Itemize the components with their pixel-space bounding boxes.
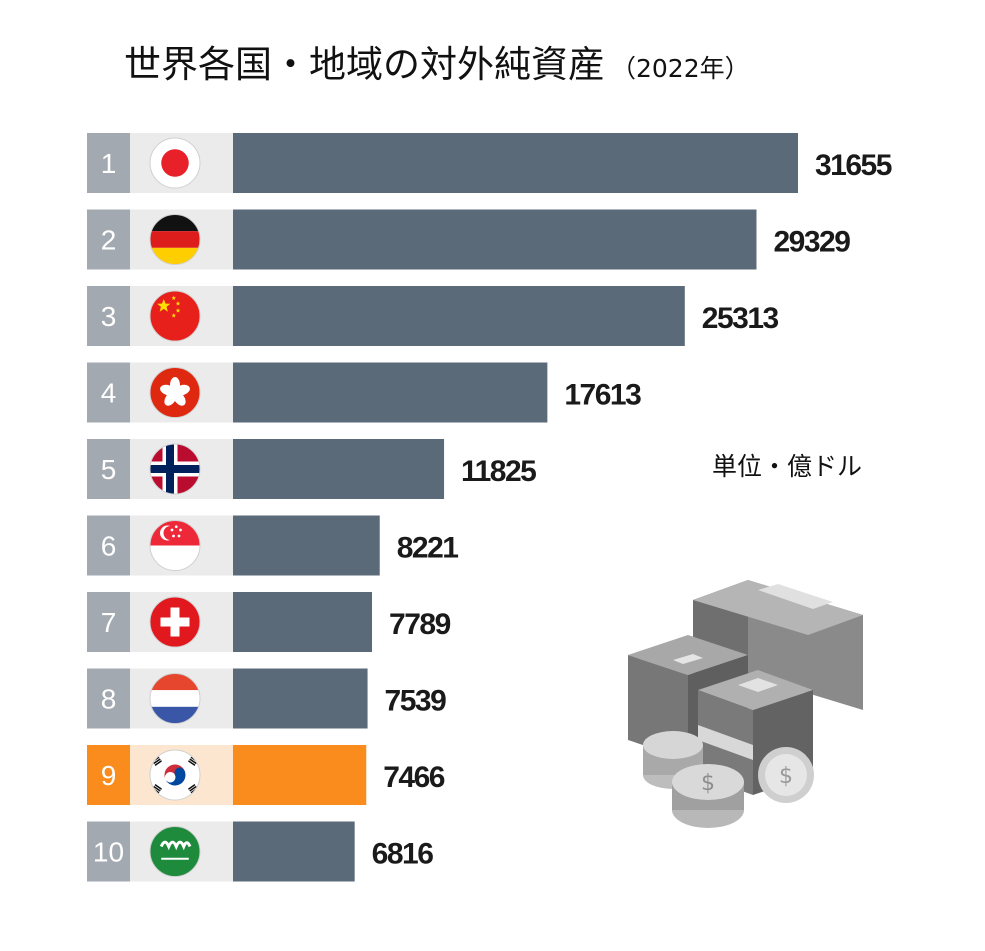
flag-outline bbox=[149, 596, 201, 648]
title-year: （2022年） bbox=[611, 54, 750, 83]
rank-box bbox=[87, 668, 130, 729]
value-label: 17613 bbox=[564, 379, 641, 412]
bar-row-1: 1 31655 bbox=[87, 133, 893, 193]
flag-outline bbox=[149, 520, 201, 571]
rank-label: 6 bbox=[101, 531, 117, 562]
rank-label: 8 bbox=[101, 684, 117, 715]
rank-box bbox=[87, 745, 130, 805]
bar-row-2: 2 29329 bbox=[87, 209, 852, 270]
bar bbox=[233, 745, 367, 805]
value-label: 7789 bbox=[389, 608, 451, 641]
rank-box bbox=[87, 592, 130, 652]
bar bbox=[233, 133, 798, 193]
south-korea-flag-icon bbox=[150, 750, 200, 800]
bar bbox=[233, 821, 355, 882]
flag-outline bbox=[149, 749, 201, 801]
bar bbox=[233, 668, 368, 729]
flag-outline bbox=[149, 214, 201, 265]
rank-label: 9 bbox=[101, 760, 117, 791]
netherlands-flag-icon bbox=[150, 673, 200, 724]
flag-outline bbox=[149, 290, 201, 342]
norway-flag-icon bbox=[150, 444, 200, 494]
bar bbox=[233, 362, 548, 423]
rank-label: 5 bbox=[101, 454, 117, 485]
saudi-arabia-flag-icon bbox=[150, 826, 200, 877]
japan-flag-icon bbox=[150, 138, 200, 188]
germany-flag-icon bbox=[150, 214, 200, 265]
flag-outline bbox=[149, 367, 201, 418]
flag-outline bbox=[149, 826, 201, 877]
rank-label: 10 bbox=[93, 837, 124, 868]
title-text: 世界各国・地域の対外純資産 bbox=[124, 43, 605, 86]
bar-row-6: 6 8221 bbox=[87, 515, 460, 576]
rank-label: 4 bbox=[101, 378, 117, 409]
value-label: 31655 bbox=[815, 149, 892, 182]
rank-label: 7 bbox=[101, 607, 117, 638]
bar-row-8: 8 7539 bbox=[87, 668, 448, 729]
bar-row-9: 9 7466 bbox=[87, 745, 446, 805]
svg-text:$: $ bbox=[701, 771, 715, 796]
flag-outline bbox=[149, 137, 201, 189]
value-label: 29329 bbox=[773, 226, 850, 259]
chart-title: 世界各国・地域の対外純資産 （2022年） bbox=[124, 34, 750, 88]
rank-box bbox=[87, 515, 130, 576]
switzerland-flag-icon bbox=[150, 597, 200, 647]
bar bbox=[233, 286, 685, 346]
value-label: 25313 bbox=[702, 302, 779, 335]
flag-outline bbox=[149, 673, 201, 724]
bar-row-7: 7 7789 bbox=[87, 592, 452, 652]
bar-row-5: 5 11825 bbox=[87, 439, 538, 499]
svg-text:$: $ bbox=[779, 764, 793, 789]
unit-label: 単位・億ドル bbox=[712, 452, 863, 481]
bar-row-3: 3 25313 bbox=[87, 286, 780, 346]
value-label: 11825 bbox=[461, 455, 536, 488]
hong-kong-flag-icon bbox=[150, 367, 200, 418]
value-label: 6816 bbox=[372, 838, 434, 871]
rank-label: 2 bbox=[101, 225, 117, 256]
rank-box bbox=[87, 286, 130, 346]
value-label: 7466 bbox=[383, 761, 445, 794]
bar bbox=[233, 439, 445, 499]
rank-box bbox=[87, 133, 130, 193]
rank-label: 1 bbox=[101, 148, 117, 179]
rank-box bbox=[87, 362, 130, 423]
bar-row-10: 10 6816 bbox=[87, 821, 435, 882]
bar bbox=[233, 209, 757, 270]
bar bbox=[233, 592, 373, 652]
rank-box bbox=[87, 821, 130, 882]
rank-label: 3 bbox=[101, 301, 117, 332]
value-label: 8221 bbox=[397, 532, 459, 565]
money-stack-icon: $ $ bbox=[628, 580, 863, 828]
bar-row-4: 4 17613 bbox=[87, 362, 643, 423]
flag-outline bbox=[149, 443, 201, 495]
value-label: 7539 bbox=[385, 685, 447, 718]
rank-box bbox=[87, 209, 130, 270]
bar bbox=[233, 515, 380, 576]
rank-box bbox=[87, 439, 130, 499]
china-flag-icon bbox=[150, 291, 200, 341]
